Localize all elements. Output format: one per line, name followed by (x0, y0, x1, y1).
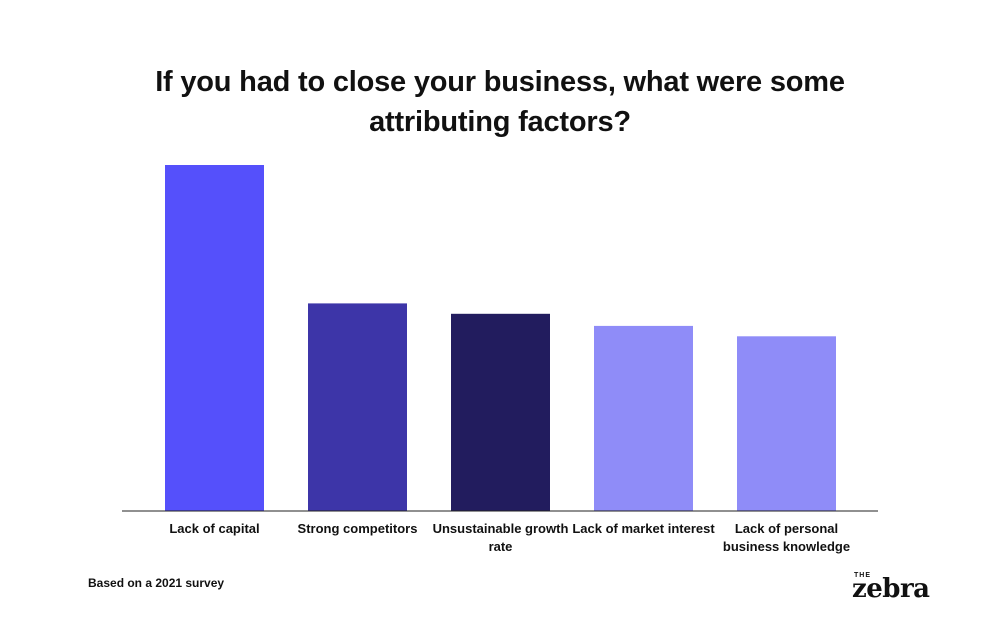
bars-group (165, 165, 836, 511)
x-tick-label: Strong competitors (297, 521, 418, 536)
bar-4 (594, 325, 693, 511)
chart-title: If you had to close your business, what … (155, 66, 845, 138)
x-tick-label: Lack of personal business knowledge (722, 521, 851, 554)
x-tick-label: Unsustainable growth rate (432, 521, 569, 554)
x-tick-label: Lack of capital (169, 521, 260, 536)
logo-wordmark: zebra (852, 574, 930, 604)
zebra-logo: THE zebra (852, 572, 942, 612)
bar-3 (451, 313, 550, 511)
bar-5 (737, 336, 836, 511)
bar-2 (308, 303, 407, 511)
bar-1 (165, 165, 264, 511)
footnote: Based on a 2021 survey (88, 576, 225, 590)
x-tick-label: Lack of market interest (572, 521, 715, 536)
logo-the-text: THE (854, 572, 871, 579)
